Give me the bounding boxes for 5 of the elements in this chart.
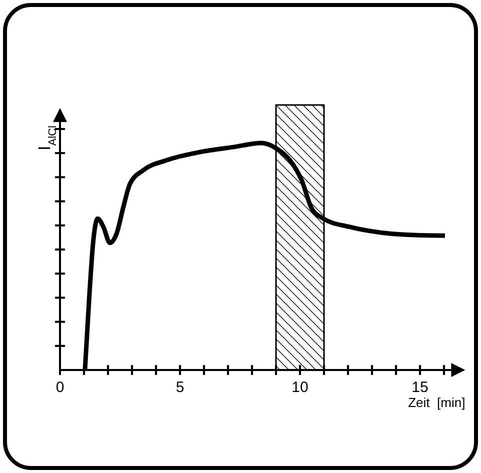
- x-tick-label: 0: [56, 379, 64, 396]
- x-tick-label: 15: [412, 379, 428, 396]
- x-axis-title: Zeit [min]: [408, 395, 466, 410]
- x-tick-label: 10: [292, 379, 308, 396]
- x-tick-label: 5: [176, 379, 184, 396]
